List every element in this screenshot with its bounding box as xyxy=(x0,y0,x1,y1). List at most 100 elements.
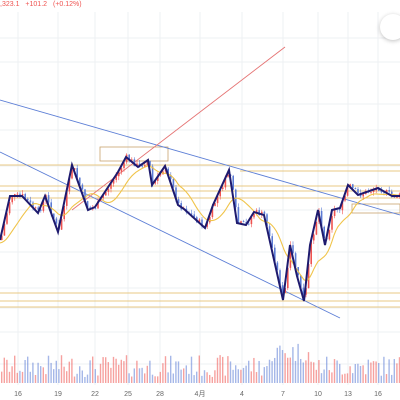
volume-bar xyxy=(396,363,398,383)
volume-bar xyxy=(71,358,73,383)
candle-body xyxy=(222,187,224,190)
candle-body xyxy=(172,178,175,188)
candle-body xyxy=(341,200,344,211)
volume-bar xyxy=(341,374,343,383)
candle-body xyxy=(362,194,364,197)
volume-bar xyxy=(47,355,50,383)
candle-body xyxy=(310,240,312,265)
volume-bar xyxy=(123,361,125,383)
candle-body xyxy=(339,209,341,211)
price-change: +101.2 xyxy=(25,1,48,8)
volume-bar xyxy=(294,360,297,383)
volume-bar xyxy=(180,369,182,383)
volume-bar xyxy=(222,356,224,383)
candle-body xyxy=(190,213,193,215)
volume-bar xyxy=(68,361,70,383)
candle-body xyxy=(47,195,50,203)
volume-bar xyxy=(6,359,8,383)
candle-body xyxy=(300,275,302,288)
candle-body xyxy=(216,196,219,204)
candle-body xyxy=(154,180,156,184)
candle-body xyxy=(118,171,120,177)
candle-body xyxy=(214,203,216,207)
volume-bar xyxy=(102,357,104,383)
grid-lines xyxy=(0,12,400,385)
volume-bar xyxy=(3,357,5,383)
candle-body xyxy=(97,201,99,209)
volume-bar xyxy=(1,371,3,383)
candle-body xyxy=(159,174,162,176)
volume-bar xyxy=(242,367,245,383)
candle-body xyxy=(71,169,73,179)
volume-bar xyxy=(248,360,250,383)
volume-bar xyxy=(359,365,362,383)
volume-bar xyxy=(250,371,252,383)
volume-bar xyxy=(76,373,78,383)
volume-bar xyxy=(37,362,39,383)
volume-bar xyxy=(214,370,216,383)
volume-bar xyxy=(375,361,377,383)
volume-bar xyxy=(60,355,63,383)
candle-body xyxy=(128,154,130,160)
volume-bar xyxy=(53,369,55,383)
volume-bar xyxy=(352,373,354,383)
volume-bar xyxy=(185,365,187,383)
volume-bar xyxy=(255,372,258,383)
volume-bar xyxy=(86,374,89,383)
candle-body xyxy=(32,202,34,208)
candle-body xyxy=(138,163,141,166)
volume-bar xyxy=(107,362,109,383)
volume-bar xyxy=(229,361,232,383)
candle-body xyxy=(279,270,281,286)
x-tick-label: 22 xyxy=(91,391,99,398)
volume-bar xyxy=(391,374,393,383)
volume-bar xyxy=(21,371,24,383)
volume-bar xyxy=(81,370,83,383)
volume-bar xyxy=(276,347,278,383)
volume-bar xyxy=(307,352,310,383)
candle-body xyxy=(201,219,203,227)
volume-bar xyxy=(318,360,320,383)
volume-bar xyxy=(344,373,346,383)
candle-body xyxy=(81,184,84,190)
volume-bar xyxy=(32,362,34,383)
volume-bar xyxy=(333,359,336,383)
candle-body xyxy=(237,207,240,224)
volume-bar xyxy=(323,369,325,383)
volume-bar xyxy=(235,365,237,383)
x-tick-label: 16 xyxy=(14,391,22,398)
candle-body xyxy=(211,206,214,218)
volume-bar xyxy=(367,359,369,383)
volume-bar xyxy=(94,369,96,383)
volume-bar xyxy=(89,360,91,383)
zigzag-line xyxy=(0,155,400,302)
volume-bar xyxy=(211,376,213,383)
candle-body xyxy=(8,202,11,214)
volume-bar xyxy=(284,353,286,383)
x-axis: 16 19 22 25 28 4月 4 7 10 13 16 xyxy=(14,390,382,398)
volume-bar xyxy=(167,372,169,383)
volume-bar xyxy=(115,358,117,383)
volume-bar xyxy=(190,356,193,383)
volume-bar xyxy=(219,355,221,383)
candle-body xyxy=(219,189,221,197)
volume-bar xyxy=(118,364,120,383)
volume-bar xyxy=(157,376,159,383)
volume-bar xyxy=(274,357,276,383)
volume-bar xyxy=(279,345,281,383)
trendline-upper xyxy=(0,99,400,216)
volume-bar xyxy=(365,374,367,383)
volume-bar xyxy=(162,363,164,383)
volume-bar xyxy=(383,356,385,383)
volume-bar xyxy=(125,355,128,383)
volume-bar xyxy=(362,365,364,383)
volume-bar xyxy=(131,376,133,383)
candle-body xyxy=(53,213,55,219)
volume-bar xyxy=(232,369,234,383)
volume-bar xyxy=(292,347,294,383)
x-tick-label: 28 xyxy=(156,391,164,398)
candle-body xyxy=(307,264,310,289)
scroll-button[interactable] xyxy=(380,14,400,40)
volume-bar xyxy=(73,376,76,383)
